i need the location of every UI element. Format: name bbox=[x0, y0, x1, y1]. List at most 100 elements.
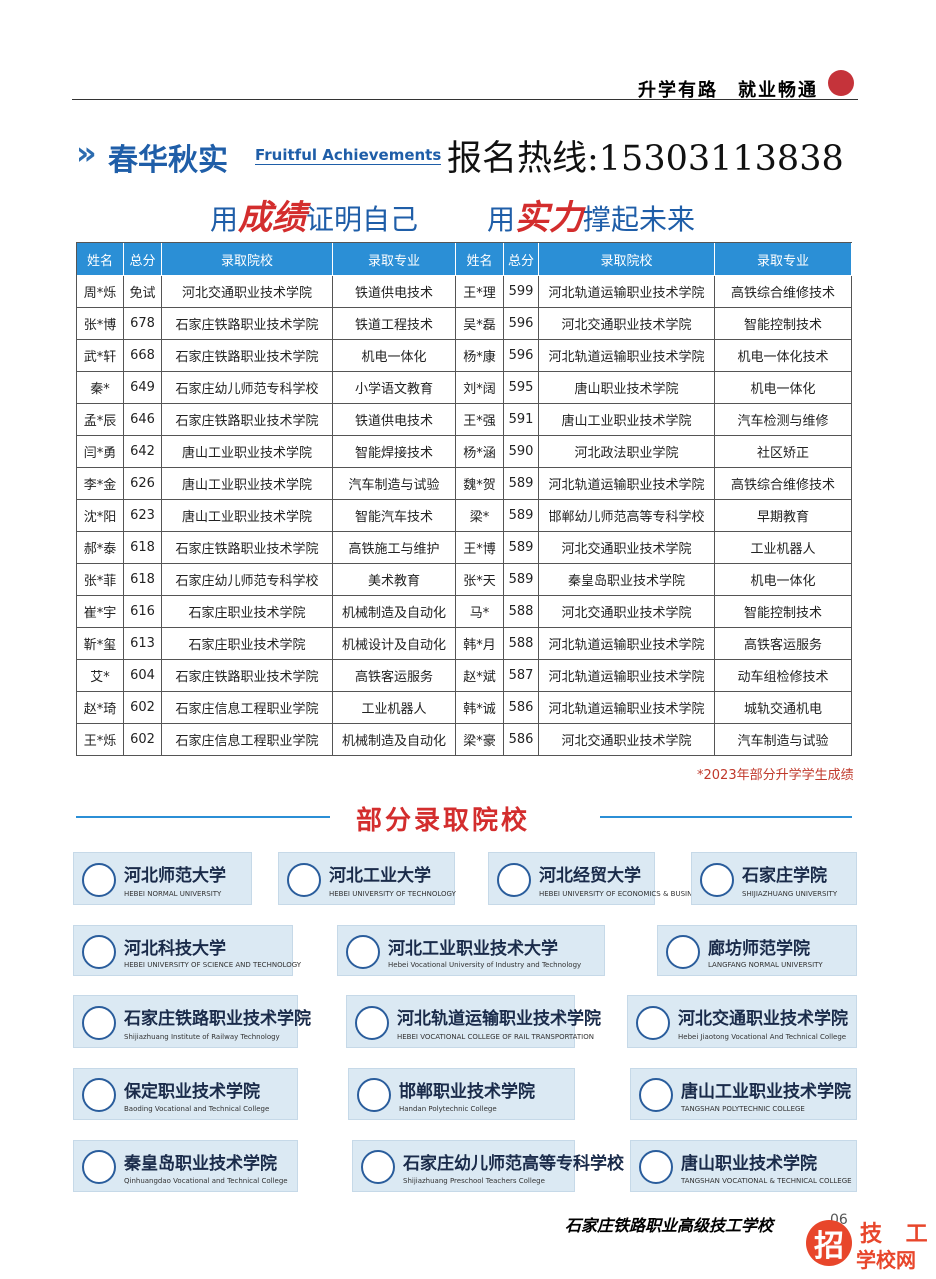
school-english: HEBEI UNIVERSITY OF TECHNOLOGY bbox=[329, 890, 456, 898]
table-cell: 高铁客运服务 bbox=[333, 660, 456, 692]
table-cell: 河北交通职业技术学院 bbox=[539, 596, 715, 628]
school-emblem bbox=[666, 934, 700, 969]
table-cell: 郝*泰 bbox=[77, 532, 124, 564]
results-table: 姓名 总分 录取院校 录取专业 姓名 总分 录取院校 录取专业 周*烁 免试 河北交通职业技术学院铁… bbox=[76, 242, 852, 756]
table-cell: 河北交通职业技术学院 bbox=[539, 724, 715, 756]
table-cell: 王*强 bbox=[456, 404, 504, 436]
table-cell: 河北轨道运输职业技术学院 bbox=[539, 276, 715, 308]
table-cell: 石家庄铁路职业技术学院 bbox=[162, 532, 333, 564]
table-cell: 杨*涵 bbox=[456, 436, 504, 468]
table-cell: 石家庄职业技术学院 bbox=[162, 596, 333, 628]
table-cell: 668 bbox=[124, 340, 162, 372]
table-cell: 刘*阔 bbox=[456, 372, 504, 404]
school-english: Shijiazhuang Preschool Teachers College bbox=[403, 1177, 545, 1185]
table-cell: 618 bbox=[124, 564, 162, 596]
school-english: Hebei Vocational University of Industry … bbox=[388, 961, 582, 969]
divider bbox=[76, 816, 330, 818]
table-cell: 河北轨道运输职业技术学院 bbox=[539, 340, 715, 372]
header-seal bbox=[828, 70, 854, 96]
table-cell: 铁道供电技术 bbox=[333, 404, 456, 436]
table-cell: 河北交通职业技术学院 bbox=[539, 532, 715, 564]
school-card: 邯郸职业技术学院 Handan Polytechnic College bbox=[348, 1068, 575, 1120]
school-name: 河北经贸大学 bbox=[539, 866, 641, 886]
table-cell: 649 bbox=[124, 372, 162, 404]
table-cell: 596 bbox=[504, 308, 539, 340]
table-cell: 595 bbox=[504, 372, 539, 404]
table-cell: 机电一体化 bbox=[715, 564, 852, 596]
table-cell: 周*烁 bbox=[77, 276, 124, 308]
motto-left: 用成绩证明自己 bbox=[210, 190, 418, 239]
table-cell: 早期教育 bbox=[715, 500, 852, 532]
school-card: 河北科技大学 HEBEI UNIVERSITY OF SCIENCE AND TE… bbox=[73, 925, 301, 976]
table-cell: 魏*贺 bbox=[456, 468, 504, 500]
school-emblem bbox=[82, 934, 116, 969]
school-name: 石家庄幼儿师范高等专科学校 bbox=[403, 1154, 624, 1174]
table-cell: 工业机器人 bbox=[715, 532, 852, 564]
school-card: 秦皇岛职业技术学院 Qinhuangdao Vocational and Tech… bbox=[73, 1140, 298, 1192]
table-cell: 赵*琦 bbox=[77, 692, 124, 724]
column-header: 录取院校 bbox=[162, 243, 333, 276]
table-cell: 石家庄铁路职业技术学院 bbox=[162, 308, 333, 340]
table-cell: 城轨交通机电 bbox=[715, 692, 852, 724]
table-note: *2023年部分升学学生成绩 bbox=[697, 768, 854, 783]
school-card: 廊坊师范学院 LANGFANG NORMAL UNIVERSITY bbox=[657, 925, 857, 976]
table-cell: 678 bbox=[124, 308, 162, 340]
school-name: 唐山职业技术学院 bbox=[681, 1154, 817, 1174]
school-emblem bbox=[639, 1150, 673, 1184]
table-cell: 机电一体化技术 bbox=[715, 340, 852, 372]
divider bbox=[600, 816, 852, 818]
column-header: 录取专业 bbox=[715, 243, 852, 276]
school-emblem bbox=[82, 862, 116, 897]
table-cell: 642 bbox=[124, 436, 162, 468]
schools-title: 部分录取院校 bbox=[356, 806, 531, 836]
table-cell: 586 bbox=[504, 692, 539, 724]
table-cell: 张*菲 bbox=[77, 564, 124, 596]
school-emblem bbox=[700, 862, 734, 897]
school-emblem bbox=[355, 1005, 389, 1040]
table-cell: 河北轨道运输职业技术学院 bbox=[539, 628, 715, 660]
table-cell: 汽车制造与试验 bbox=[333, 468, 456, 500]
table-cell: 智能汽车技术 bbox=[333, 500, 456, 532]
table-cell: 590 bbox=[504, 436, 539, 468]
school-name: 邯郸职业技术学院 bbox=[399, 1082, 535, 1102]
school-english: HEBEI UNIVERSITY OF SCIENCE AND TECHNOLO… bbox=[124, 961, 302, 969]
school-emblem bbox=[82, 1150, 116, 1184]
table-cell: 艾* bbox=[77, 660, 124, 692]
table-cell: 石家庄铁路职业技术学院 bbox=[162, 404, 333, 436]
table-cell: 韩*诚 bbox=[456, 692, 504, 724]
school-name: 河北轨道运输职业技术学院 bbox=[397, 1009, 601, 1029]
column-header: 录取院校 bbox=[539, 243, 715, 276]
motto-right: 用实力撑起未来 bbox=[487, 190, 695, 239]
table-cell: 汽车制造与试验 bbox=[715, 724, 852, 756]
table-cell: 社区矫正 bbox=[715, 436, 852, 468]
table-cell: 赵*斌 bbox=[456, 660, 504, 692]
table-cell: 623 bbox=[124, 500, 162, 532]
school-card: 河北轨道运输职业技术学院 HEBEI VOCATIONAL COLLEGE OF … bbox=[346, 995, 601, 1048]
motto-text: 证明自己 bbox=[306, 203, 419, 236]
school-emblem bbox=[636, 1005, 670, 1040]
column-header: 录取专业 bbox=[333, 243, 456, 276]
school-english: Shijiazhuang Institute of Railway Techno… bbox=[124, 1033, 280, 1041]
school-card: 保定职业技术学院 Baoding Vocational and Technical… bbox=[73, 1068, 298, 1120]
table-cell: 599 bbox=[504, 276, 539, 308]
school-name: 河北工业大学 bbox=[329, 866, 431, 886]
school-emblem bbox=[287, 862, 321, 897]
school-emblem bbox=[357, 1078, 391, 1112]
header-rule bbox=[72, 99, 858, 100]
table-cell: 石家庄信息工程职业学院 bbox=[162, 692, 333, 724]
table-cell: 马* bbox=[456, 596, 504, 628]
table-cell: 589 bbox=[504, 500, 539, 532]
header-slogan: 升学有路 就业畅通 bbox=[638, 80, 818, 101]
table-cell: 智能焊接技术 bbox=[333, 436, 456, 468]
table-cell: 秦皇岛职业技术学院 bbox=[539, 564, 715, 596]
school-english: LANGFANG NORMAL UNIVERSITY bbox=[708, 961, 823, 969]
school-name: 河北交通职业技术学院 bbox=[678, 1009, 848, 1029]
table-cell: 智能控制技术 bbox=[715, 596, 852, 628]
motto-text: 撑起未来 bbox=[583, 203, 696, 236]
table-cell: 铁道供电技术 bbox=[333, 276, 456, 308]
motto-highlight: 成绩 bbox=[238, 198, 307, 238]
table-cell: 唐山工业职业技术学院 bbox=[539, 404, 715, 436]
table-cell: 机电一体化 bbox=[715, 372, 852, 404]
table-cell: 智能控制技术 bbox=[715, 308, 852, 340]
